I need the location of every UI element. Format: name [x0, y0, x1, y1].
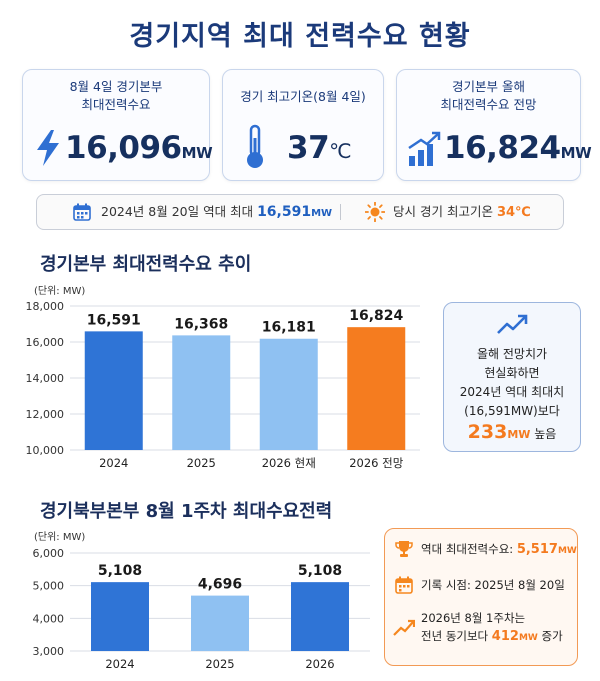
record-info-left-value: 16,591: [257, 204, 312, 220]
chart2-bar: [191, 595, 249, 651]
chart1-bar: [84, 331, 143, 450]
record-info-right-text: 당시 경기 최고기온: [393, 204, 493, 219]
chart2-value-label: 4,696: [198, 577, 242, 593]
chart2-ytick-label: 3,000: [33, 645, 65, 658]
card-value-number: 16,096: [65, 130, 182, 166]
record-peak-unit: MW: [557, 546, 577, 556]
record-peak-label: 역대 최대전력수요:: [421, 542, 514, 556]
record-info-right-value: 34℃: [496, 205, 531, 220]
chart1-bar: [259, 338, 318, 450]
chart2-value-label: 5,108: [298, 563, 342, 579]
trophy-icon: [395, 541, 413, 557]
calendar-icon: [73, 203, 91, 221]
thermometer-icon: [247, 124, 263, 168]
record-info-bar: 2024년 8월 20일 역대 최대 16,591MW 당시 경기 최고기온 3…: [36, 194, 564, 230]
chart1-bar-chart: 10,000 12,000 14,000 16,000 18,000 16,591 2024…: [26, 300, 420, 470]
card-value-number: 16,824: [444, 130, 561, 166]
trend-up-icon: [497, 314, 528, 334]
chart2-xtick-label: 2024: [105, 657, 134, 671]
page-title: 경기지역 최대 전력수요 현황: [129, 21, 471, 52]
chart2-ytick-label: 6,000: [33, 547, 65, 560]
chart1-forecast-note: 올해 전망치가 현실화하면 2024년 역대 최대치 (16,591MW)보다 …: [443, 302, 581, 452]
note-line: 현실화하면: [484, 366, 540, 380]
record-increase-suffix: 증가: [541, 629, 563, 643]
card-value: 37℃: [287, 130, 352, 166]
chart1-xtick-label: 2026 현재: [262, 456, 316, 470]
record-peak-row: 역대 최대전력수요: 5,517MW: [421, 541, 577, 557]
note-line: 올해 전망치가: [476, 347, 548, 361]
chart1-title: 경기본부 최대전력수요 추이: [40, 254, 252, 275]
record-increase-value: 412: [491, 629, 519, 644]
chart2-bar: [91, 582, 149, 651]
card-caption: 경기 최고기온(8월 4일): [223, 88, 383, 106]
card-caption-line1: 8월 4일 경기본부: [69, 79, 163, 94]
chart2-title: 경기북부본부 8월 1주차 최대수요전력: [40, 501, 333, 522]
trend-up-icon: [393, 619, 415, 636]
chart1-xtick-label: 2025: [187, 456, 216, 470]
chart2-value-label: 5,108: [98, 563, 142, 579]
growth-bars-icon: [408, 131, 441, 166]
chart2-ytick-label: 5,000: [33, 580, 65, 593]
chart1-value-label: 16,824: [349, 308, 403, 324]
card-caption-line2: 최대전력수요: [81, 97, 151, 112]
lightning-icon: [37, 130, 59, 166]
chart2-xtick-label: 2025: [205, 657, 234, 671]
chart1-ytick-label: 18,000: [26, 300, 65, 313]
chart2-xtick-label: 2026: [305, 657, 334, 671]
card-caption: 경기본부 올해 최대전력수요 전망: [397, 78, 580, 114]
card-value: 16,824MW: [444, 130, 592, 166]
card-value: 16,096MW: [65, 130, 213, 166]
card-caption: 8월 4일 경기본부 최대전력수요: [23, 78, 209, 114]
chart2-record-note: 역대 최대전력수요: 5,517MW 기록 시점: 2025년 8월 20일 2…: [384, 528, 578, 666]
chart1-bar: [347, 327, 406, 450]
info-divider: [340, 204, 341, 220]
record-increase-row: 2026년 8월 1주차는 전년 동기보다 412MW 증가: [421, 609, 563, 647]
chart1-value-label: 16,591: [87, 312, 141, 328]
record-info-left-text: 2024년 8월 20일 역대 최대: [101, 204, 254, 219]
record-info-left-unit: MW: [311, 208, 333, 219]
record-date-row: 기록 시점: 2025년 8월 20일: [421, 578, 565, 592]
record-increase-line1: 2026년 8월 1주차는: [421, 611, 526, 625]
note-highlight-unit: MW: [507, 428, 531, 441]
chart1-xtick-label: 2024: [99, 456, 128, 470]
note-highlight-suffix: 높음: [534, 427, 557, 441]
chart1-forecast-text: 올해 전망치가 현실화하면 2024년 역대 최대치 (16,591MW)보다 …: [444, 345, 580, 444]
card-caption-line1: 경기 최고기온(8월 4일): [240, 89, 366, 104]
chart1-ytick-label: 10,000: [26, 444, 65, 457]
card-value-unit: MW: [560, 144, 592, 162]
card-value-unit: MW: [181, 144, 213, 162]
card-peak-demand: 8월 4일 경기본부 최대전력수요 16,096MW: [22, 69, 213, 181]
card-caption-line1: 경기본부 올해: [452, 79, 525, 94]
card-demand-forecast: 경기본부 올해 최대전력수요 전망 16,824MW: [396, 69, 592, 181]
card-value-number: 37: [287, 130, 330, 166]
note-highlight: 233MW 높음: [444, 423, 580, 444]
note-highlight-value: 233: [467, 421, 508, 443]
chart1-bar: [172, 335, 231, 450]
note-line: (16,591MW)보다: [464, 404, 560, 418]
sun-icon: [365, 202, 385, 222]
chart1-value-label: 16,368: [174, 316, 228, 332]
chart1-ytick-label: 16,000: [26, 336, 65, 349]
chart1-xtick-label: 2026 전망: [349, 456, 404, 470]
chart2-unit-label: (단위: MW): [34, 532, 86, 543]
card-max-temperature: 경기 최고기온(8월 4일) 37℃: [222, 69, 384, 181]
record-peak-value: 5,517: [516, 542, 558, 557]
chart2-bar-chart: 3,000 4,000 5,000 6,000 5,108 2024 4,696 2025 5,…: [33, 547, 370, 671]
chart1-unit-label: (단위: MW): [34, 286, 86, 297]
record-increase-prefix: 전년 동기보다: [421, 629, 489, 643]
chart2-ytick-label: 4,000: [33, 612, 65, 625]
record-info-left: 2024년 8월 20일 역대 최대 16,591MW: [101, 195, 332, 229]
calendar-icon: [395, 576, 413, 594]
record-increase-unit: MW: [518, 633, 538, 643]
chart1-value-label: 16,181: [262, 320, 316, 336]
chart1-ytick-label: 12,000: [26, 408, 65, 421]
card-value-unit: ℃: [329, 139, 352, 163]
card-caption-line2: 최대전력수요 전망: [440, 97, 537, 112]
record-increase-line2: 전년 동기보다 412MW 증가: [421, 627, 563, 647]
chart1-ytick-label: 14,000: [26, 372, 65, 385]
note-line: 2024년 역대 최대치: [459, 385, 565, 399]
record-info-right: 당시 경기 최고기온 34℃: [393, 195, 531, 229]
chart2-bar: [291, 582, 349, 651]
